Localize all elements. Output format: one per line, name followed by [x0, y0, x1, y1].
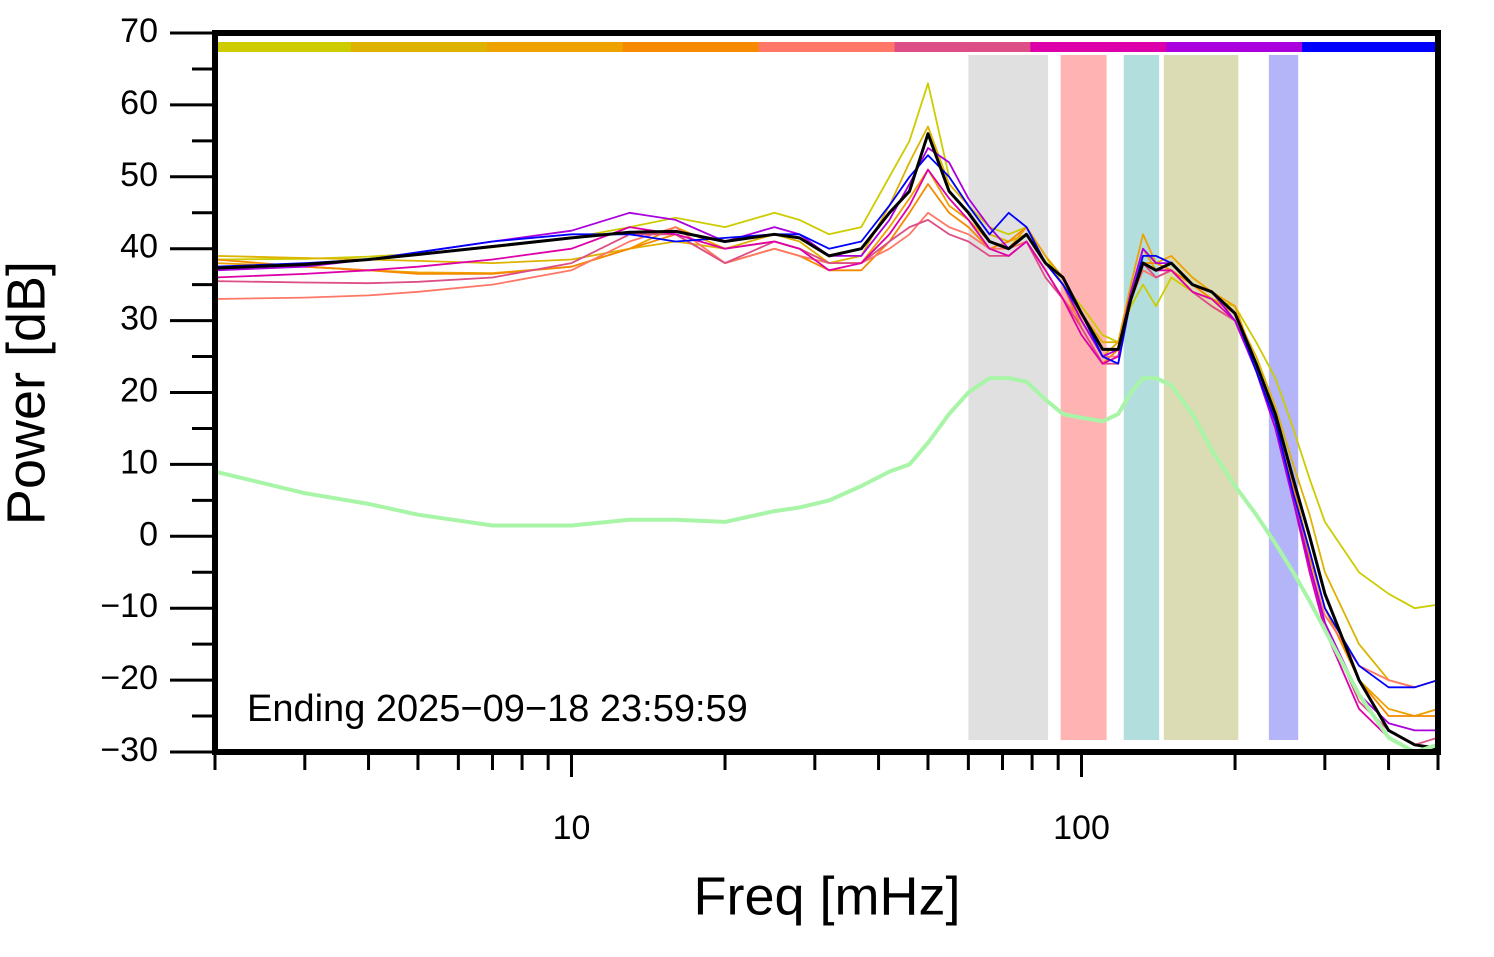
y-axis-title: Power [dB] [0, 261, 56, 525]
series-line [215, 376, 1438, 752]
x-axis-title: Freq [mHz] [693, 866, 960, 926]
color-bar-segment [758, 42, 895, 52]
color-bar-segment [894, 42, 1031, 52]
color-bar-segment [622, 42, 760, 52]
band [1268, 55, 1299, 740]
lines [215, 82, 1438, 752]
y-tick-label: −20 [100, 659, 158, 697]
x-tick-label: 100 [1053, 809, 1110, 847]
band [1163, 55, 1239, 740]
bands [215, 42, 1439, 740]
series-line [215, 132, 1438, 750]
color-bar-segment [486, 42, 624, 52]
band [1060, 55, 1107, 740]
color-bar-segment [1030, 42, 1167, 52]
y-tick-label: −30 [100, 731, 158, 769]
series-line [215, 82, 1438, 610]
series-line [215, 211, 1438, 689]
series-line [215, 125, 1438, 689]
series-line [215, 168, 1438, 717]
y-tick-label: 70 [120, 12, 158, 50]
y-tick-label: 50 [120, 156, 158, 194]
color-bar-segment [215, 42, 352, 52]
band [968, 55, 1049, 740]
y-tick-label: 20 [120, 371, 158, 409]
plot-frame [212, 30, 1441, 755]
color-bar-segment [1166, 42, 1303, 52]
color-bar-segment [1302, 42, 1439, 52]
axes: −30 −20 −10 0 10 20 30 40 50 60 70 10 100 [100, 12, 1441, 847]
color-bar-segment [350, 42, 488, 52]
y-tick-label: 40 [120, 228, 158, 266]
y-tick-label: 60 [120, 84, 158, 122]
series-line [215, 147, 1438, 732]
series-line [215, 154, 1438, 689]
y-tick-label: 30 [120, 300, 158, 338]
y-tick-label: 0 [139, 515, 158, 553]
y-tick-label: −10 [100, 587, 158, 625]
series-line [215, 219, 1438, 746]
annotation: Ending 2025−09−18 23:59:59 [247, 688, 748, 730]
x-tick-label: 10 [553, 809, 591, 847]
series-line [215, 183, 1438, 717]
y-tick-label: 10 [120, 443, 158, 481]
